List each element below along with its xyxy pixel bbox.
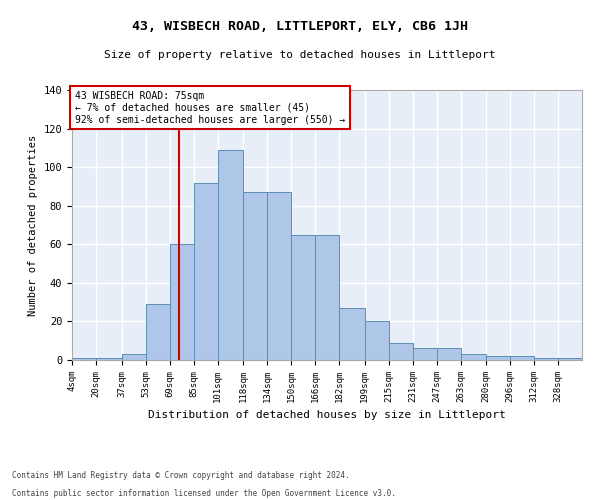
Text: 43 WISBECH ROAD: 75sqm
← 7% of detached houses are smaller (45)
92% of semi-deta: 43 WISBECH ROAD: 75sqm ← 7% of detached … — [74, 92, 345, 124]
Bar — [193, 182, 218, 360]
Text: Contains HM Land Registry data © Crown copyright and database right 2024.: Contains HM Land Registry data © Crown c… — [12, 471, 350, 480]
Bar — [510, 356, 534, 360]
Bar — [413, 348, 437, 360]
Bar — [389, 342, 413, 360]
X-axis label: Distribution of detached houses by size in Littleport: Distribution of detached houses by size … — [148, 410, 506, 420]
Bar — [339, 308, 365, 360]
Bar — [315, 234, 339, 360]
Bar — [170, 244, 193, 360]
Bar — [121, 354, 146, 360]
Bar — [365, 322, 389, 360]
Text: Contains public sector information licensed under the Open Government Licence v3: Contains public sector information licen… — [12, 488, 396, 498]
Bar — [146, 304, 170, 360]
Bar — [243, 192, 267, 360]
Text: 43, WISBECH ROAD, LITTLEPORT, ELY, CB6 1JH: 43, WISBECH ROAD, LITTLEPORT, ELY, CB6 1… — [132, 20, 468, 33]
Bar — [534, 358, 558, 360]
Bar — [461, 354, 486, 360]
Bar — [291, 234, 315, 360]
Bar — [72, 358, 96, 360]
Y-axis label: Number of detached properties: Number of detached properties — [28, 134, 38, 316]
Bar — [437, 348, 461, 360]
Bar — [218, 150, 243, 360]
Bar — [96, 358, 121, 360]
Bar — [267, 192, 291, 360]
Text: Size of property relative to detached houses in Littleport: Size of property relative to detached ho… — [104, 50, 496, 60]
Bar — [486, 356, 510, 360]
Bar — [558, 358, 582, 360]
